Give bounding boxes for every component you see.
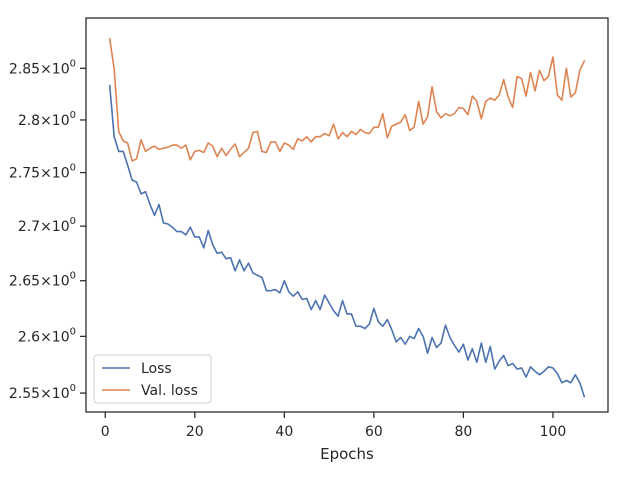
legend-box [93,354,212,404]
x-tick-label: 0 [101,424,110,440]
y-tick-label: 2.85×100 [9,58,76,77]
y-tick-label: 2.7×100 [18,216,76,235]
legend: Loss Val. loss [93,354,212,404]
plot-frame [85,17,609,413]
x-tick-label: 40 [275,424,293,440]
x-tick-label: 100 [540,424,567,440]
plot-area [85,17,609,413]
legend-label: Loss [141,361,172,377]
series-line-loss [108,84,586,398]
x-axis: 0 20 40 60 80 100 [101,412,567,440]
x-axis-label: Epochs [320,445,374,463]
series-layer [108,37,586,398]
y-axis: 2.55×100 2.6×100 2.65×100 2.7×100 2.75×100 2.… [9,58,86,402]
x-tick-label: 80 [454,424,472,440]
y-tick-label: 2.65×100 [9,271,76,290]
y-tick-label: 2.55×100 [9,383,76,402]
legend-label: Val. loss [141,383,198,399]
x-tick-label: 20 [186,424,204,440]
x-tick-label: 60 [365,424,383,440]
y-tick-label: 2.6×100 [18,326,76,345]
y-tick-label: 2.75×100 [9,163,76,182]
y-tick-label: 2.8×100 [18,110,76,129]
series-line-val-loss [108,37,586,162]
